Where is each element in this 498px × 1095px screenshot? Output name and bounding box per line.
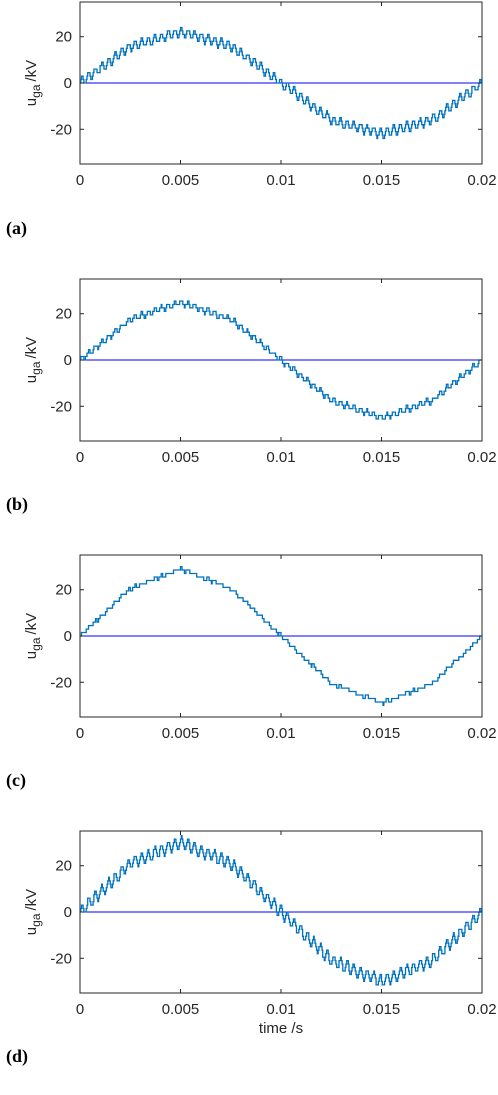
x-tick-label-a-4: 0.02 [467, 172, 496, 189]
x-tick-label-a-3: 0.015 [363, 172, 401, 189]
x-tick-label-b-4: 0.02 [467, 449, 496, 466]
y-axis-label-unit-b: /kV [23, 337, 40, 359]
y-tick-label-c-2: -20 [50, 674, 72, 691]
panel-label-d: (d) [6, 1046, 28, 1066]
chart-c: 0 0.005 0.01 0.015 0.02 20 0 -20 uga/kV [23, 554, 497, 742]
x-tick-label-b-3: 0.015 [363, 449, 401, 466]
y-axis-label-sub-a: ga [29, 84, 43, 98]
waveform-line-b [80, 300, 482, 420]
y-tick-label-d-0: 20 [55, 858, 72, 875]
x-tick-label-c-4: 0.02 [467, 725, 496, 742]
x-tick-label-a-0: 0 [76, 172, 84, 189]
y-axis-label-sub-b: ga [29, 361, 43, 375]
x-tick-label-b-2: 0.01 [266, 449, 295, 466]
chart-b: 0 0.005 0.01 0.015 0.02 20 0 -20 uga/kV [23, 278, 497, 466]
waveform-line-c [80, 565, 482, 707]
panel-label-a: (a) [6, 218, 27, 238]
x-tick-label-d-2: 0.01 [266, 1001, 295, 1018]
y-axis-label-sub-d: ga [29, 913, 43, 927]
y-tick-label-d-2: -20 [50, 950, 72, 967]
y-axis-label-unit-d: /kV [23, 889, 40, 911]
x-tick-label-c-1: 0.005 [162, 725, 200, 742]
chart-d: 0 0.005 0.01 0.015 0.02 20 0 -20 uga/kV time /s [23, 830, 497, 1037]
y-axis-label-unit-a: /kV [23, 60, 40, 82]
y-axis-label-main-c: u [23, 651, 40, 659]
y-tick-label-b-1: 0 [64, 352, 72, 369]
y-axis-label-a: uga/kV [23, 60, 43, 106]
y-tick-label-a-1: 0 [64, 75, 72, 92]
x-tick-label-a-2: 0.01 [266, 172, 295, 189]
y-axis-label-sub-c: ga [29, 637, 43, 651]
x-tick-label-c-3: 0.015 [363, 725, 401, 742]
y-tick-label-c-0: 20 [55, 582, 72, 599]
waveform-line-a [80, 26, 483, 140]
y-tick-label-a-0: 20 [55, 29, 72, 46]
x-tick-label-c-0: 0 [76, 725, 84, 742]
waveform-line-d [80, 834, 483, 986]
panel-label-b: (b) [6, 494, 28, 514]
y-axis-label-main-a: u [23, 98, 40, 106]
y-axis-label-b: uga/kV [23, 337, 43, 383]
y-tick-label-b-0: 20 [55, 306, 72, 323]
y-axis-label-c: uga/kV [23, 613, 43, 659]
x-tick-label-d-3: 0.015 [363, 1001, 401, 1018]
x-tick-label-b-0: 0 [76, 449, 84, 466]
y-tick-label-b-2: -20 [50, 398, 72, 415]
y-axis-label-main-b: u [23, 375, 40, 383]
x-tick-label-b-1: 0.005 [162, 449, 200, 466]
y-axis-label-unit-c: /kV [23, 613, 40, 635]
y-tick-label-d-1: 0 [64, 904, 72, 921]
x-tick-label-d-4: 0.02 [467, 1001, 496, 1018]
x-tick-label-a-1: 0.005 [162, 172, 200, 189]
chart-a: 0 0.005 0.01 0.015 0.02 20 0 -20 uga/kV [23, 1, 497, 189]
y-axis-label-main-d: u [23, 927, 40, 935]
y-axis-label-d: uga/kV [23, 889, 43, 935]
x-axis-label-d: time /s [259, 1020, 303, 1037]
panel-label-c: (c) [6, 770, 26, 790]
x-tick-label-c-2: 0.01 [266, 725, 295, 742]
y-tick-label-c-1: 0 [64, 628, 72, 645]
x-tick-label-d-0: 0 [76, 1001, 84, 1018]
x-tick-label-d-1: 0.005 [162, 1001, 200, 1018]
y-tick-label-a-2: -20 [50, 121, 72, 138]
